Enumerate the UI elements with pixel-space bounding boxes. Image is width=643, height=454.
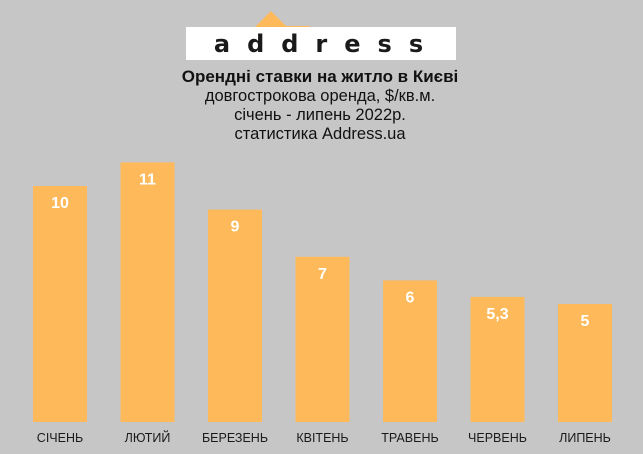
value-label-5: 6 — [406, 289, 415, 306]
bar-5 — [383, 280, 437, 422]
category-label-1: СІЧЕНЬ — [37, 431, 83, 445]
logo-box — [186, 27, 456, 60]
bar-7 — [558, 304, 612, 422]
category-label-5: ТРАВЕНЬ — [381, 431, 438, 445]
value-label-3: 9 — [231, 219, 240, 236]
logo-house-roof — [255, 11, 287, 27]
logo: address — [213, 29, 441, 58]
bar-2 — [120, 162, 175, 422]
chart-title: Орендні ставки на житло в Києві — [181, 67, 459, 86]
value-label-6: 5,3 — [486, 306, 508, 323]
category-label-4: КВІТЕНЬ — [296, 431, 348, 445]
category-label-3: БЕРЕЗЕНЬ — [202, 431, 268, 445]
value-label-4: 7 — [318, 266, 327, 283]
bar-6 — [470, 296, 525, 422]
category-label-2: ЛЮТИЙ — [125, 430, 171, 445]
bar-4 — [295, 256, 350, 422]
value-label-1: 10 — [51, 195, 69, 212]
chart-subtitle-3: статистика Address.ua — [234, 125, 406, 143]
bar-1 — [33, 186, 87, 422]
chart-subtitle-1: довгострокова оренда, $/кв.м. — [204, 87, 436, 105]
value-label-2: 11 — [139, 171, 156, 188]
bar-3 — [208, 209, 262, 422]
category-label-7: ЛИПЕНЬ — [559, 431, 611, 445]
chart-subtitle-2: січень - липень 2022р. — [234, 106, 406, 124]
value-label-7: 5 — [581, 313, 590, 330]
category-label-6: ЧЕРВЕНЬ — [468, 431, 527, 445]
